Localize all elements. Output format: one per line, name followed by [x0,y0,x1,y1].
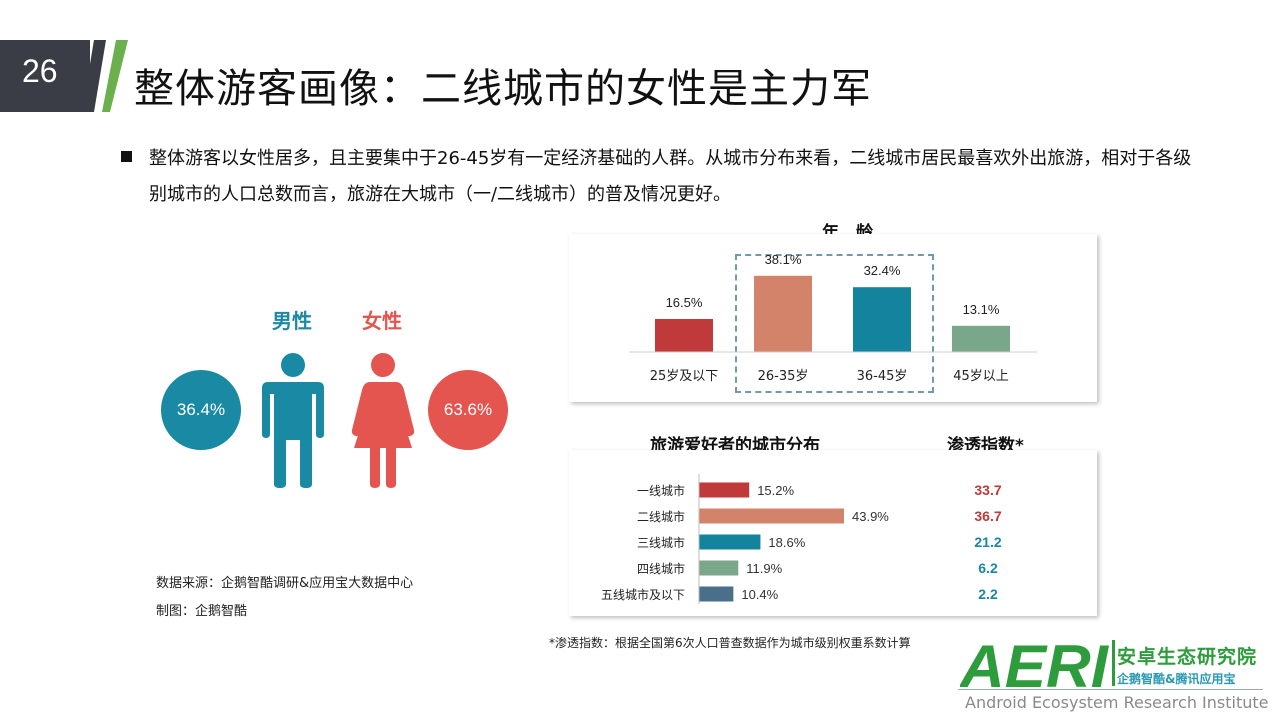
city-bar-value-label: 43.9% [852,509,889,524]
city-bar-value-label: 18.6% [768,535,805,550]
penetration-index-value: 2.2 [978,586,998,602]
city-chart-panel [569,450,1097,616]
female-label: 女性 [362,309,402,333]
city-category-label: 五线城市及以下 [601,587,685,602]
logo-letters: AERI [960,637,1109,692]
chart-credit: 制图：企鹅智酷 [156,604,248,619]
age-bar [754,275,812,352]
female-icon [351,353,415,488]
logo-name-cn: 安卓生态研究院 [1117,646,1258,668]
age-bar-value-label: 13.1% [963,302,1000,317]
aeri-logo: AERI [960,637,1109,692]
city-bar [699,508,844,524]
city-category-label: 四线城市 [637,561,685,576]
city-category-label: 二线城市 [637,509,685,524]
age-bar-value-label: 32.4% [864,263,901,278]
page-number-badge [0,40,90,112]
city-bar [699,534,761,550]
age-chart-panel [569,234,1097,402]
penetration-index-value: 33.7 [974,482,1001,498]
city-bar [699,586,734,602]
male-icon [262,353,324,488]
page-number: 26 [22,53,58,89]
age-category-label: 25岁及以下 [650,369,719,384]
slash-accent [102,40,128,112]
slash-divider [82,40,106,112]
logo-name-en: Android Ecosystem Research Institute [965,693,1269,712]
female-percentage: 63.6% [443,400,493,419]
city-bar-value-label: 10.4% [741,587,778,602]
age-bar [952,325,1010,352]
age-highlight-box [735,254,934,393]
age-category-label: 45岁以上 [953,369,1009,384]
age-chart: 16.5% 25岁及以下 38.1% 26-35岁 32.4% 36-45岁 13.1% 45… [629,252,1037,384]
data-source: 数据来源：企鹅智酷调研&应用宝大数据中心 [156,576,414,591]
city-bar [699,560,739,576]
city-bar-value-label: 11.9% [746,561,782,576]
city-category-label: 一线城市 [637,483,685,498]
logo-subtitle: 企鹅智酷&腾讯应用宝 [1117,672,1236,686]
age-category-label: 36-45岁 [857,369,908,384]
age-category-label: 26-35岁 [758,369,809,384]
intro-text: 整体游客以女性居多，且主要集中于26-45岁有一定经济基础的人群。从城市分布来看… [149,148,1192,205]
age-bar [853,287,911,352]
city-bar-value-label: 15.2% [757,483,794,498]
male-percentage: 36.4% [176,400,226,419]
penetration-index-value: 21.2 [974,534,1001,550]
bullet-marker [121,151,132,162]
penetration-index-value: 6.2 [978,560,998,576]
age-bar [655,319,713,352]
female-percentage-circle: 63.6% [428,370,508,450]
logo-rule [958,689,1263,690]
logo-divider [1112,640,1115,686]
city-category-label: 三线城市 [637,535,685,550]
age-bar-value-label: 38.1% [765,252,802,267]
penetration-index-value: 36.7 [974,508,1001,524]
male-percentage-circle: 36.4% [161,370,241,450]
footnote: *渗透指数：根据全国第6次人口普查数据作为城市级别权重系数计算 [549,636,911,650]
city-bar [699,482,750,498]
male-label: 男性 [272,309,312,333]
city-chart: 一线城市 15.2% 33.7 二线城市 43.9% 36.7 三线城市 18.6% 21.2 四… [601,474,1002,604]
page-title: 整体游客画像：二线城市的女性是主力军 [134,66,872,112]
age-bar-value-label: 16.5% [666,295,703,310]
